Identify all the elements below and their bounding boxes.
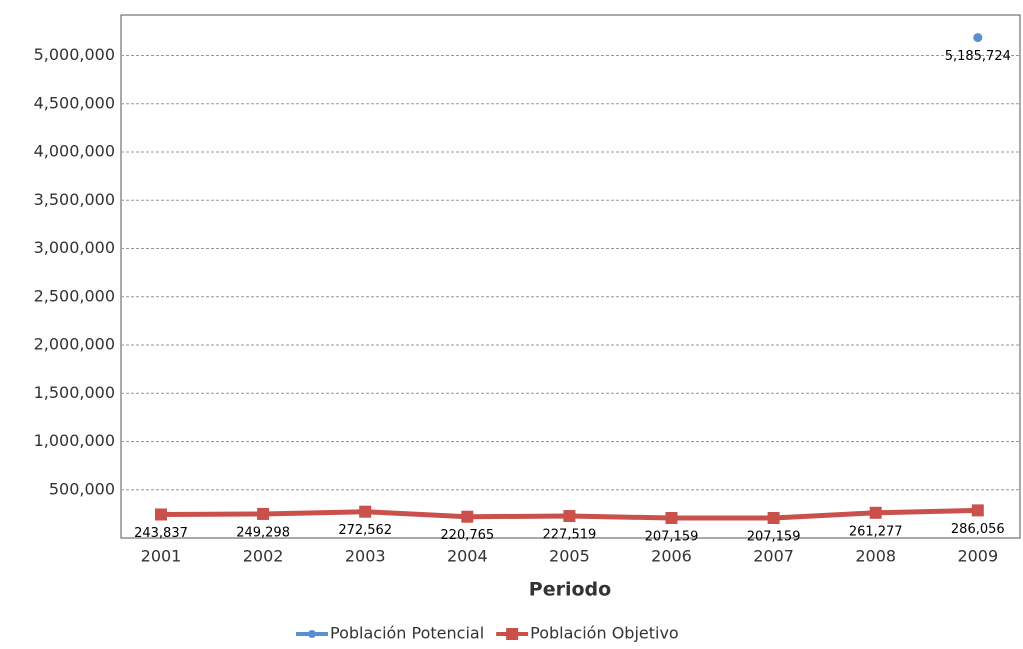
y-tick-label: 3,500,000 [34,190,115,209]
point [257,507,270,520]
y-tick-label: 4,500,000 [34,93,115,112]
x-tick-label: 2002 [243,547,284,566]
y-tick-label: 5,000,000 [34,45,115,64]
y-tick-label: 1,000,000 [34,431,115,450]
legend-marker [506,628,519,640]
y-tick-label: 2,500,000 [34,286,115,305]
y-tick-label: 2,000,000 [34,335,115,354]
legend-label: Población Potencial [330,624,484,643]
data-label: 261,277 [849,524,903,539]
x-axis-title: Periodo [529,579,611,601]
point [665,512,678,525]
data-label: 286,056 [951,522,1005,537]
point [869,506,882,519]
point [767,512,780,525]
data-label: 220,765 [440,528,494,543]
point [973,33,983,43]
legend-marker [308,630,316,638]
x-tick-label: 2004 [447,547,488,566]
point [155,508,167,521]
data-label: 272,562 [338,523,392,538]
x-tick-label: 2007 [753,547,794,566]
data-label: 249,298 [236,525,290,540]
data-label: 227,519 [543,528,597,543]
x-tick-label: 2001 [141,547,182,566]
legend-label: Población Objetivo [530,624,679,643]
x-tick-label: 2008 [855,547,896,566]
point [359,505,372,518]
x-tick-label: 2005 [549,547,590,566]
data-label: 243,837 [134,526,188,541]
x-tick-label: 2009 [957,547,998,566]
data-label: 207,159 [747,530,801,545]
point [563,510,576,523]
point [461,510,474,523]
y-tick-label: 500,000 [49,479,115,498]
y-tick-label: 1,500,000 [34,383,115,402]
point [971,504,984,517]
plot-frame [120,14,1021,539]
x-tick-label: 2006 [651,547,692,566]
x-tick-label: 2003 [345,547,386,566]
data-label: 5,185,724 [945,49,1011,64]
y-tick-label: 3,000,000 [34,238,115,257]
data-label: 207,159 [645,530,699,545]
y-tick-label: 4,000,000 [34,142,115,161]
